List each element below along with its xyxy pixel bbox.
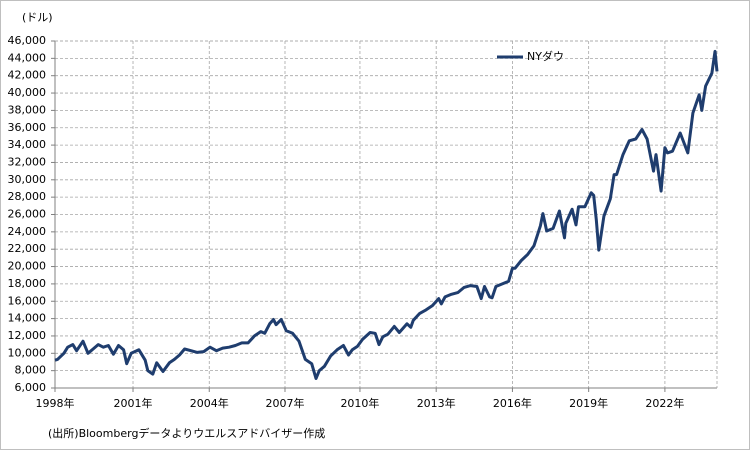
y-tick-label: 42,000 [8,69,47,82]
y-tick-label: 30,000 [8,173,47,186]
source-note: (出所)Bloombergデータよりウエルスアドバイザー作成 [48,426,325,440]
x-tick-label: 2004年 [190,396,229,410]
x-tick-label: 2022年 [645,396,684,410]
y-tick-label: 22,000 [8,242,47,255]
y-tick-label: 16,000 [8,294,47,307]
y-tick-label: 32,000 [8,155,47,168]
y-tick-label: 38,000 [8,103,47,116]
unit-label: (ドル) [22,11,53,24]
y-tick-label: 28,000 [8,190,47,203]
x-tick-label: 2016年 [493,396,532,410]
x-tick-label: 2007年 [265,396,304,410]
legend-label: NYダウ [527,49,564,63]
x-tick-label: 2010年 [340,396,379,410]
y-tick-label: 46,000 [8,34,47,47]
y-tick-label: 18,000 [8,277,47,290]
y-tick-label: 12,000 [8,329,47,342]
y-tick-label: 10,000 [8,346,47,359]
y-tick-label: 44,000 [8,51,47,64]
y-tick-label: 14,000 [8,312,47,325]
y-tick-label: 40,000 [8,86,47,99]
y-tick-label: 6,000 [15,381,47,394]
x-tick-label: 2013年 [417,396,456,410]
data-line [54,49,719,380]
x-tick-label: 2019年 [569,396,608,410]
y-tick-label: 26,000 [8,208,47,221]
y-tick-label: 36,000 [8,121,47,134]
x-tick-label: 2001年 [114,396,153,410]
y-tick-label: 24,000 [8,225,47,238]
x-tick-label: 1998年 [36,396,75,410]
y-tick-label: 8,000 [15,364,47,377]
y-tick-label: 34,000 [8,138,47,151]
y-tick-label: 20,000 [8,260,47,273]
